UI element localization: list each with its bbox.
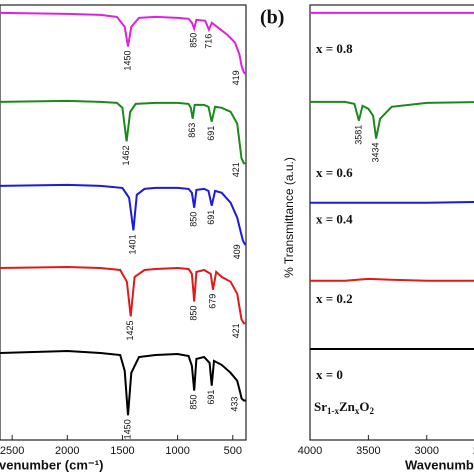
formula-part: Sr	[314, 399, 327, 414]
peak-label: 3581	[353, 125, 363, 145]
peak-label: 433	[230, 397, 240, 412]
peak-label: 1401	[128, 234, 138, 254]
spectrum-line	[0, 99, 246, 165]
legend-label: x = 0.4	[316, 212, 353, 227]
peak-label: 419	[231, 70, 241, 85]
spectrum-line	[0, 349, 246, 416]
peak-label: 409	[232, 244, 242, 259]
peak-label: 1450	[122, 51, 132, 71]
legend-label: x = 0.2	[316, 291, 353, 306]
peak-label: 850	[189, 33, 199, 48]
peak-label: 863	[187, 123, 197, 138]
legend-label: x = 0.6	[316, 165, 353, 180]
x-axis-title: Wavenumber (cm⁻¹)	[0, 457, 103, 472]
peak-label: 716	[203, 34, 213, 49]
peak-label: 421	[231, 162, 241, 177]
peak-label: 1450	[122, 419, 132, 439]
x-tick-label: 2000	[55, 445, 79, 457]
peak-label: 421	[231, 323, 241, 338]
x-tick-label: 1500	[110, 445, 134, 457]
peak-label: 1462	[121, 145, 131, 165]
plot-frame	[0, 4, 247, 441]
x-tick-label: 4000	[298, 445, 322, 457]
peak-label: 679	[207, 294, 217, 309]
x-tick-label: 2500	[473, 445, 474, 457]
legend-label: x = 0	[316, 367, 343, 382]
peak-label: 691	[206, 126, 216, 141]
spectrum-line	[0, 11, 247, 75]
peak-label: 691	[206, 210, 216, 225]
spectrum-line	[0, 265, 246, 325]
spectrum-line	[310, 200, 474, 204]
x-tick-label: 3500	[356, 445, 380, 457]
formula-part: 2	[370, 406, 375, 416]
peak-label: 3434	[370, 142, 380, 162]
spectrum-line	[310, 277, 474, 282]
legend-label: x = 0.8	[316, 41, 353, 56]
x-tick-label: 500	[224, 445, 242, 457]
x-tick-label: 3000	[415, 445, 439, 457]
formula-part: 1-x	[327, 406, 339, 416]
formula-part: Zn	[339, 399, 356, 414]
x-tick-label: 1000	[165, 445, 189, 457]
peak-label: 850	[189, 306, 199, 321]
formula: Sr1-xZnxO2	[314, 399, 375, 416]
formula-part: O	[359, 399, 369, 414]
plot-frame	[309, 4, 474, 441]
peak-label: 850	[189, 212, 199, 227]
formula-part: x	[355, 406, 360, 416]
panel-label: (b)	[260, 7, 284, 29]
x-tick-label: 2500	[0, 445, 24, 457]
spectrum-line	[0, 183, 246, 246]
y-axis-title: % Transmittance (a.u.)	[282, 157, 296, 278]
x-axis-title: Wavenumber (cm⁻¹)	[405, 457, 474, 472]
peak-label: 1425	[125, 320, 135, 340]
peak-label: 691	[206, 390, 216, 405]
peak-label: 850	[189, 395, 199, 410]
spectrum-line	[310, 100, 474, 139]
